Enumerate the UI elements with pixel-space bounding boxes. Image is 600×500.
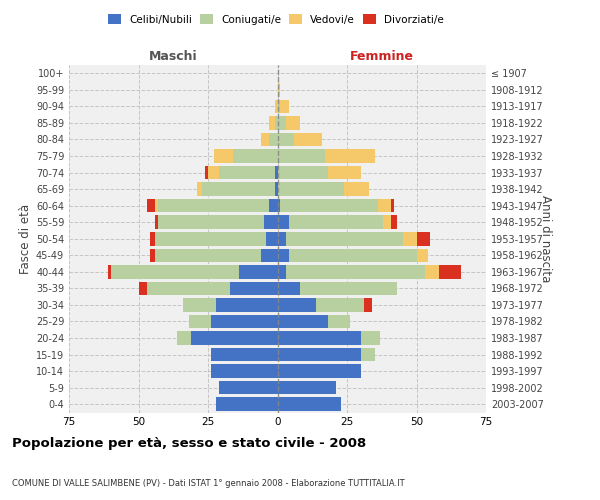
Bar xyxy=(178,332,191,345)
Bar xyxy=(361,348,375,362)
Bar xyxy=(439,265,461,278)
Text: COMUNE DI VALLE SALIMBENE (PV) - Dati ISTAT 1° gennaio 2008 - Elaborazione TUTTI: COMUNE DI VALLE SALIMBENE (PV) - Dati IS… xyxy=(12,478,404,488)
Bar xyxy=(233,149,277,163)
Bar xyxy=(277,248,289,262)
Bar xyxy=(383,216,391,229)
Bar xyxy=(275,182,277,196)
Bar xyxy=(205,166,208,179)
Bar xyxy=(280,100,289,113)
Bar xyxy=(277,265,286,278)
Bar xyxy=(269,116,275,130)
Bar xyxy=(155,216,158,229)
Bar xyxy=(364,298,372,312)
Bar xyxy=(214,149,233,163)
Bar xyxy=(188,314,211,328)
Bar xyxy=(277,116,286,130)
Bar xyxy=(269,199,277,212)
Bar xyxy=(277,348,361,362)
Bar xyxy=(261,132,269,146)
Bar xyxy=(277,216,289,229)
Bar xyxy=(155,248,261,262)
Bar xyxy=(139,282,147,295)
Bar xyxy=(294,132,322,146)
Bar xyxy=(286,116,300,130)
Legend: Celibi/Nubili, Coniugati/e, Vedovi/e, Divorziati/e: Celibi/Nubili, Coniugati/e, Vedovi/e, Di… xyxy=(104,10,448,29)
Bar xyxy=(280,199,377,212)
Bar xyxy=(403,232,416,245)
Text: Maschi: Maschi xyxy=(149,50,197,64)
Bar xyxy=(289,248,416,262)
Bar xyxy=(361,332,380,345)
Bar xyxy=(149,232,155,245)
Bar xyxy=(266,232,277,245)
Bar xyxy=(277,282,300,295)
Bar xyxy=(211,314,277,328)
Bar xyxy=(277,100,280,113)
Bar xyxy=(230,282,277,295)
Bar xyxy=(391,199,394,212)
Bar xyxy=(289,216,383,229)
Bar xyxy=(277,314,328,328)
Bar xyxy=(147,282,230,295)
Bar xyxy=(328,314,350,328)
Bar xyxy=(416,248,428,262)
Bar xyxy=(344,182,369,196)
Bar xyxy=(155,232,266,245)
Bar xyxy=(183,298,217,312)
Bar xyxy=(158,216,263,229)
Bar xyxy=(300,282,397,295)
Bar xyxy=(277,232,286,245)
Bar xyxy=(277,132,294,146)
Bar xyxy=(286,265,425,278)
Bar xyxy=(217,398,277,411)
Bar xyxy=(108,265,111,278)
Bar xyxy=(277,149,325,163)
Bar xyxy=(239,265,277,278)
Text: Femmine: Femmine xyxy=(350,50,414,64)
Bar xyxy=(328,166,361,179)
Bar xyxy=(277,332,361,345)
Bar xyxy=(208,166,219,179)
Bar xyxy=(158,199,269,212)
Bar xyxy=(277,298,316,312)
Bar xyxy=(325,149,375,163)
Bar xyxy=(269,132,277,146)
Bar xyxy=(147,199,155,212)
Bar xyxy=(277,199,280,212)
Bar xyxy=(155,199,158,212)
Bar xyxy=(277,166,328,179)
Text: Popolazione per età, sesso e stato civile - 2008: Popolazione per età, sesso e stato civil… xyxy=(12,437,366,450)
Bar xyxy=(219,381,277,394)
Bar xyxy=(275,116,277,130)
Bar xyxy=(277,182,344,196)
Bar xyxy=(277,381,336,394)
Bar xyxy=(277,83,280,96)
Bar xyxy=(275,100,277,113)
Bar xyxy=(277,364,361,378)
Bar xyxy=(377,199,391,212)
Bar xyxy=(211,348,277,362)
Bar xyxy=(191,332,277,345)
Bar xyxy=(275,166,277,179)
Bar xyxy=(219,166,275,179)
Bar xyxy=(202,182,275,196)
Bar xyxy=(261,248,277,262)
Bar xyxy=(316,298,364,312)
Bar xyxy=(425,265,439,278)
Y-axis label: Fasce di età: Fasce di età xyxy=(19,204,32,274)
Bar xyxy=(217,298,277,312)
Bar xyxy=(391,216,397,229)
Bar xyxy=(263,216,277,229)
Bar xyxy=(277,398,341,411)
Bar xyxy=(416,232,430,245)
Y-axis label: Anni di nascita: Anni di nascita xyxy=(539,195,552,282)
Bar xyxy=(286,232,403,245)
Bar xyxy=(111,265,239,278)
Bar xyxy=(211,364,277,378)
Bar xyxy=(197,182,202,196)
Bar xyxy=(149,248,155,262)
